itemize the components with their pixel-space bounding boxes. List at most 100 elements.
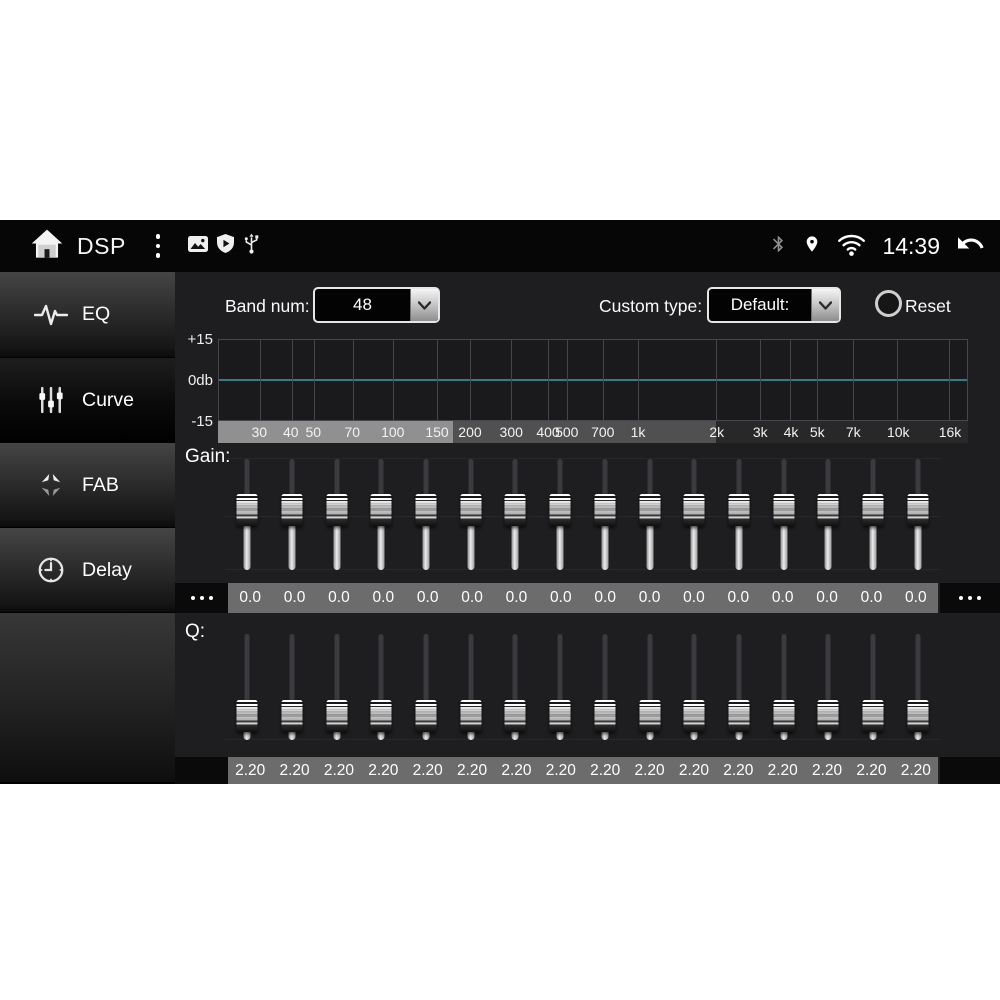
gain-slider[interactable] [314,458,359,570]
chevron-down-icon[interactable] [811,289,839,321]
gain-slider[interactable] [895,458,940,570]
slider-knob[interactable] [773,700,795,733]
slider-knob[interactable] [728,493,750,526]
gain-slider[interactable] [538,458,583,570]
gain-value: 0.0 [550,589,572,606]
gain-value: 0.0 [416,589,439,606]
gain-slider[interactable] [806,458,851,570]
q-slider[interactable] [672,633,717,740]
slider-knob[interactable] [504,700,526,733]
home-icon[interactable] [30,229,64,264]
slider-knob[interactable] [817,700,839,733]
slider-knob[interactable] [907,700,929,733]
chevron-down-icon[interactable] [410,289,438,321]
custom-type-dropdown[interactable]: Default: [707,287,841,323]
q-slider[interactable] [717,633,762,740]
gain-slider[interactable] [717,458,762,570]
slider-track [423,634,429,739]
slider-knob[interactable] [460,493,482,526]
q-slider[interactable] [806,633,851,740]
app-title: DSP [77,232,126,259]
slider-knob[interactable] [415,493,437,526]
slider-knob[interactable] [683,493,705,526]
sidebar-item-eq[interactable]: EQ [0,272,175,357]
slider-knob[interactable] [326,493,348,526]
slider-knob[interactable] [460,700,482,733]
back-icon[interactable] [955,231,986,261]
slider-knob[interactable] [594,493,616,526]
gain-slider[interactable] [583,458,628,570]
slider-knob[interactable] [236,700,258,733]
sidebar-item-fab[interactable]: FAB [0,442,175,527]
q-slider[interactable] [538,633,583,740]
q-value: 2.20 [235,761,266,779]
slider-knob[interactable] [549,493,571,526]
freq-tick-label: 150 [425,424,449,440]
gain-scroll-left-button[interactable] [175,583,228,613]
q-value: 2.20 [456,761,488,779]
wifi-icon[interactable] [836,232,867,261]
slider-knob[interactable] [415,700,437,733]
grid-line [897,340,899,420]
freq-tick-label: 5k [809,424,825,440]
q-slider[interactable] [314,633,359,740]
gain-slider[interactable] [270,458,315,570]
gain-scroll-right-button[interactable] [940,583,1000,613]
slider-knob[interactable] [549,700,571,733]
slider-knob[interactable] [370,493,392,526]
sidebar-item-curve[interactable]: Curve [0,357,175,442]
slider-knob[interactable] [236,493,258,526]
gain-slider[interactable] [627,458,672,570]
q-slider[interactable] [359,633,404,740]
q-slider[interactable] [448,633,493,740]
band-num-dropdown[interactable]: 48 [313,287,440,323]
slider-knob[interactable] [504,493,526,526]
grid-line [759,340,761,420]
overflow-menu-icon[interactable] [152,230,165,262]
gain-value: 0.0 [816,589,838,606]
slider-knob[interactable] [281,493,303,526]
q-slider[interactable] [270,633,315,740]
slider-knob[interactable] [728,700,750,733]
gain-slider[interactable] [359,458,404,570]
slider-knob[interactable] [594,700,616,733]
slider-knob[interactable] [639,700,661,733]
slider-knob[interactable] [907,493,929,526]
slider-track-fill [422,509,430,570]
slider-track-fill [288,509,296,570]
q-slider[interactable] [493,633,538,740]
slider-knob[interactable] [639,493,661,526]
q-slider[interactable] [225,633,270,740]
grid-line [816,340,818,420]
gain-slider[interactable] [404,458,449,570]
reset-button[interactable] [875,290,902,317]
slider-knob[interactable] [773,493,795,526]
slider-track-fill [914,509,922,570]
q-slider[interactable] [851,633,896,740]
q-slider[interactable] [895,633,940,740]
gain-value: 0.0 [727,589,750,606]
bluetooth-icon[interactable] [769,233,788,260]
q-slider[interactable] [404,633,449,740]
q-slider[interactable] [583,633,628,740]
slider-knob[interactable] [326,700,348,733]
sidebar-item-delay[interactable]: Delay [0,527,175,612]
slider-knob[interactable] [862,700,884,733]
gain-slider[interactable] [448,458,493,570]
slider-knob[interactable] [862,493,884,526]
gain-slider[interactable] [225,458,270,570]
slider-knob[interactable] [281,700,303,733]
grid-line [313,340,315,420]
gain-slider[interactable] [493,458,538,570]
q-slider[interactable] [627,633,672,740]
q-sliders-row [225,633,940,740]
gain-slider[interactable] [672,458,717,570]
gain-value: 0.0 [328,589,350,606]
q-slider[interactable] [761,633,806,740]
slider-knob[interactable] [683,700,705,733]
location-icon[interactable] [803,232,821,261]
gain-slider[interactable] [851,458,896,570]
gain-slider[interactable] [761,458,806,570]
slider-knob[interactable] [370,700,392,733]
slider-knob[interactable] [817,493,839,526]
